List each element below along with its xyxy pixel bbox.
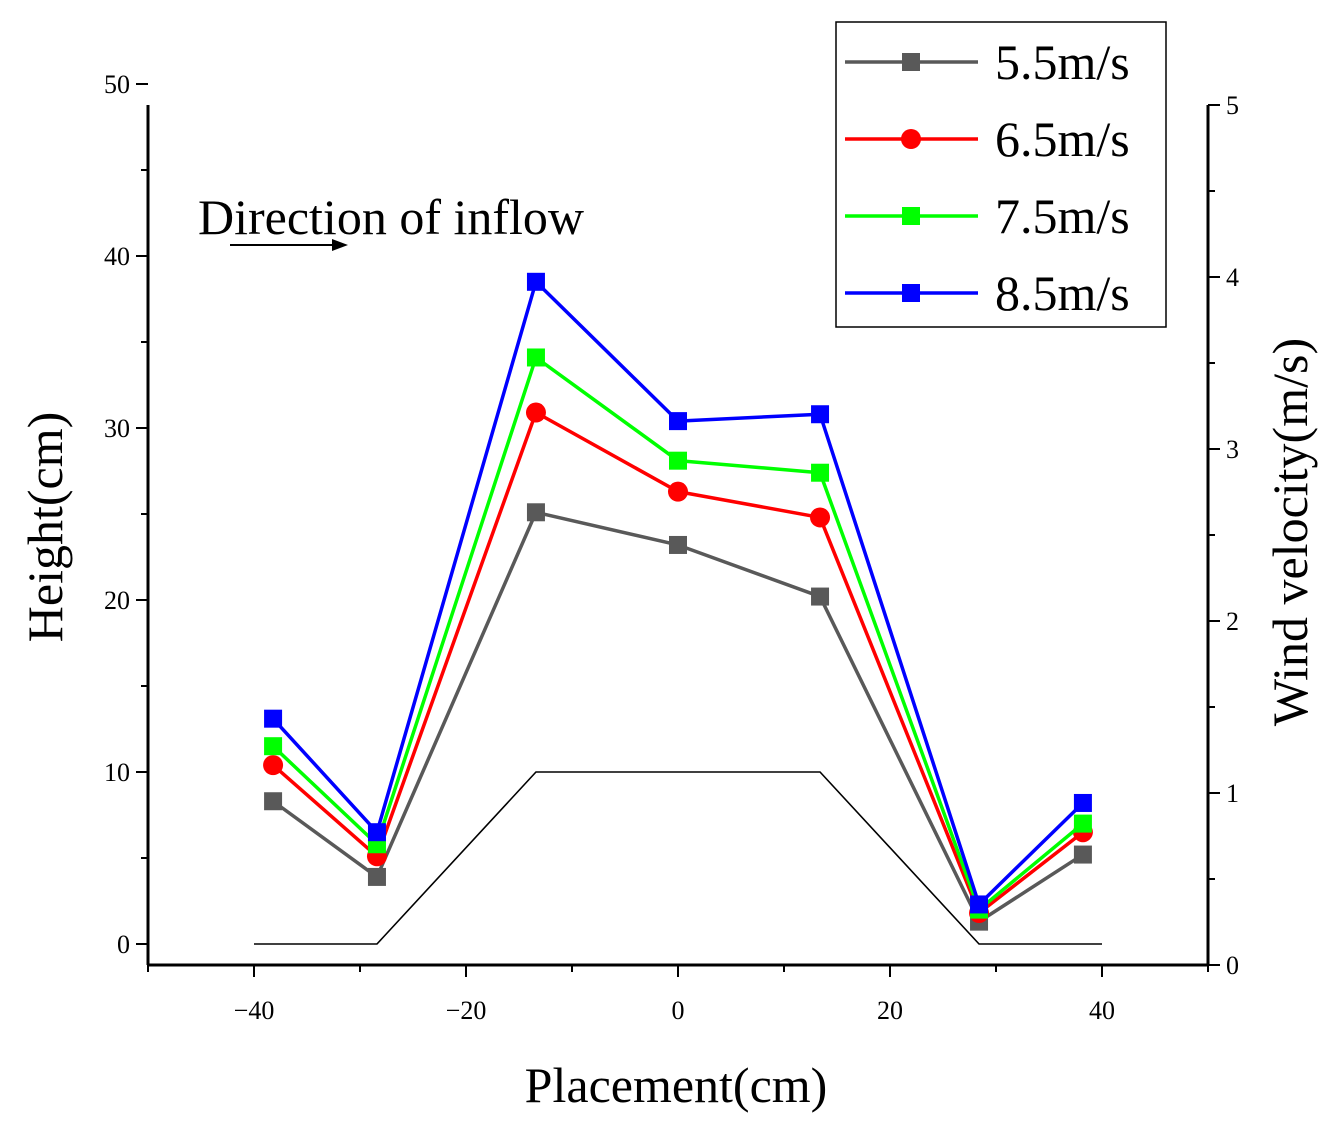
y-tick-label: 20 [104,586,130,615]
data-point [367,823,386,842]
data-point [367,867,386,886]
data-point [1073,845,1092,864]
terrain-profile-line [254,771,1102,945]
series-7.5m/s [264,348,1092,919]
y2-tick-label: 3 [1226,435,1239,464]
data-point [669,451,687,470]
legend-marker [902,53,920,71]
legend-entry: 6.5m/s [845,111,1130,167]
y2-tick-label: 2 [1226,607,1239,636]
legend-label: 7.5m/s [995,188,1130,244]
data-point [669,535,687,554]
series-layer [263,272,1093,931]
legend-label: 6.5m/s [995,111,1130,167]
data-point [810,507,831,528]
data-point [669,412,687,431]
series-6.5m/s [263,402,1093,924]
x-axis-title: Placement(cm) [525,1057,828,1113]
data-point [811,587,830,606]
terrain-profile [254,771,1102,945]
data-point [263,755,284,776]
data-point [526,348,545,367]
x-tick-label: 40 [1089,996,1115,1025]
data-point [526,503,545,522]
legend-entry: 8.5m/s [845,265,1130,321]
data-point [668,481,688,502]
series-line [271,355,1085,912]
legend-marker [902,207,920,225]
y2-tick-label: 4 [1226,263,1239,292]
legend-box [835,21,1167,328]
x-tick-label: 20 [877,996,903,1025]
y-tick-label: 50 [104,70,130,99]
y-tick-label: 40 [104,242,130,271]
y2-tick-label: 1 [1226,779,1239,808]
y-tick-label: 10 [104,758,130,787]
x-tick-label: −40 [234,996,275,1025]
data-point [264,792,283,811]
x-tick-label: 0 [672,996,685,1025]
inflow-arrow [230,239,348,251]
data-point [1073,793,1092,812]
legend-label: 5.5m/s [995,34,1130,90]
legend: 5.5m/s 6.5m/s 7.5m/s 8.5m/s [835,21,1167,328]
y2-tick-label: 5 [1226,91,1239,120]
y2-axis-title: Wind velocity(m/s) [1262,338,1318,726]
y-axis-title: Height(cm) [17,412,73,642]
data-point [264,737,283,756]
data-point [811,463,830,482]
legend-entry: 5.5m/s [845,34,1130,90]
data-point [970,895,989,914]
y-tick-label: 0 [117,930,130,959]
y2-tick-label: 0 [1226,951,1239,980]
axes: 0 10 20 30 40 50 0 1 2 3 4 5 −40 −20 0 20 40 [104,70,1239,1025]
y-tick-label: 30 [104,414,130,443]
data-point [1073,814,1092,833]
data-point [525,402,546,423]
inflow-annotation: Direction of inflow [198,189,584,245]
x-tick-label: −20 [446,996,487,1025]
legend-marker [901,129,921,149]
data-point [811,405,830,424]
legend-label: 8.5m/s [995,265,1130,321]
legend-entry: 7.5m/s [845,188,1130,244]
series-8.5m/s [264,272,1092,914]
data-point [264,709,283,728]
legend-marker [902,284,920,302]
data-point [526,272,545,291]
